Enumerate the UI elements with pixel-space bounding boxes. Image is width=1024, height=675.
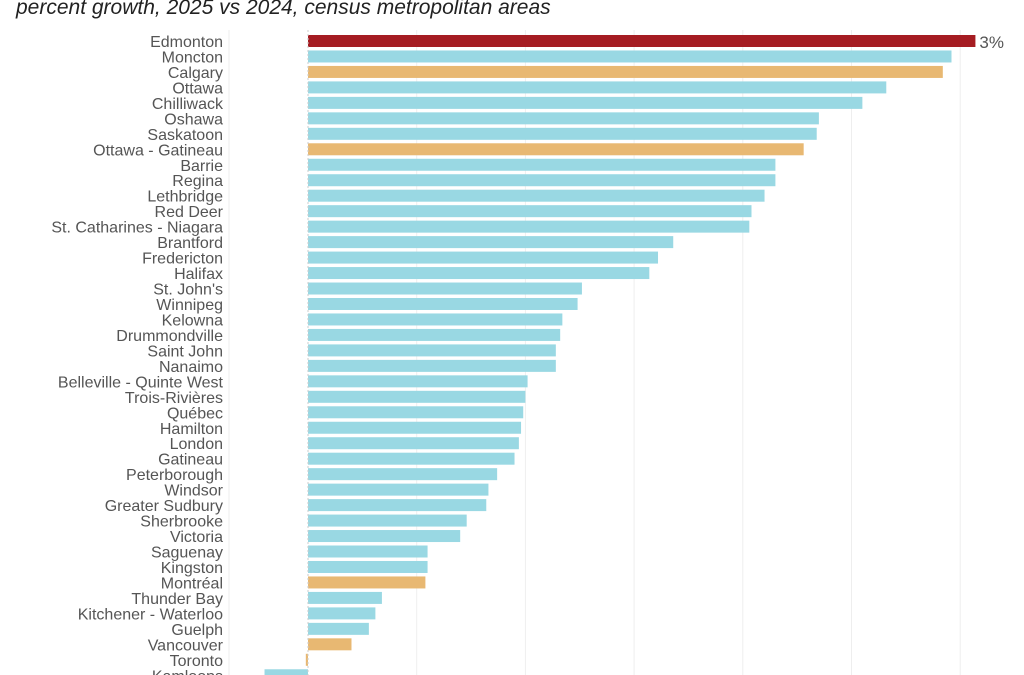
category-label: St. John's (153, 282, 223, 299)
bar (308, 127, 817, 140)
category-label: Regina (172, 173, 223, 190)
bar (308, 189, 765, 202)
category-label: Thunder Bay (131, 591, 223, 608)
bar (308, 112, 819, 125)
bar (308, 143, 804, 156)
bar (308, 174, 776, 187)
bar (308, 560, 428, 573)
bar (308, 622, 369, 635)
bar (308, 452, 515, 465)
bar (308, 483, 489, 496)
bar (308, 236, 674, 249)
data-label: 3% (979, 33, 1004, 52)
category-label: Chilliwack (152, 96, 224, 113)
category-label: Drummondville (116, 328, 223, 345)
bar (308, 530, 461, 543)
bar (308, 514, 467, 527)
category-label: Victoria (170, 529, 223, 546)
category-label: Lethbridge (147, 189, 223, 206)
category-label: Kelowna (162, 312, 223, 329)
category-label: Winnipeg (156, 297, 223, 314)
category-label: Red Deer (155, 204, 224, 221)
category-label: Gatineau (158, 452, 223, 469)
bar (308, 81, 887, 94)
category-label: Montréal (161, 575, 223, 592)
bar (264, 669, 308, 675)
category-label: Barrie (180, 158, 223, 175)
bar (308, 282, 582, 295)
chart-title: percent growth, 2025 vs 2024, census met… (16, 0, 551, 19)
bar (308, 65, 943, 78)
bar (308, 313, 563, 326)
bar (308, 421, 522, 434)
category-label: Peterborough (126, 467, 223, 484)
bar (308, 437, 519, 450)
category-label: Ottawa - Gatineau (93, 142, 223, 159)
category-label: Fredericton (142, 251, 223, 268)
bar (308, 328, 561, 341)
category-label: Ottawa (172, 80, 223, 97)
category-label: Oshawa (164, 111, 223, 128)
category-label: London (170, 436, 223, 453)
bar (305, 653, 308, 666)
bar (308, 344, 556, 357)
category-label: Nanaimo (159, 359, 223, 376)
bar (308, 406, 524, 419)
bar (308, 297, 578, 310)
category-label: Saskatoon (147, 127, 223, 144)
category-label: Sherbrooke (140, 514, 223, 531)
category-label: Moncton (162, 49, 223, 66)
category-label: Kitchener - Waterloo (78, 606, 223, 623)
bar (308, 267, 650, 280)
bar (308, 545, 428, 558)
category-label: Brantford (157, 235, 223, 252)
category-label: Edmonton (150, 34, 223, 51)
bar (308, 251, 659, 264)
bar (308, 591, 382, 604)
bar (308, 158, 776, 171)
category-label: St. Catharines - Niagara (51, 220, 223, 237)
bar (308, 375, 528, 388)
category-label: Halifax (174, 266, 223, 283)
category-label: Saint John (147, 343, 223, 360)
bar (308, 468, 498, 481)
bar (308, 205, 752, 218)
bar (308, 359, 556, 372)
category-label: Québec (167, 405, 223, 422)
category-label: Calgary (168, 65, 223, 82)
category-label: Toronto (170, 653, 223, 670)
bar (308, 390, 526, 403)
category-label: Belleville - Quinte West (58, 374, 224, 391)
bar (308, 50, 952, 63)
bar (308, 576, 426, 589)
bar (308, 35, 976, 47)
bar (308, 607, 376, 620)
category-label: Kamloops (152, 668, 223, 675)
category-label: Hamilton (160, 421, 223, 438)
bar (308, 96, 863, 109)
category-label: Guelph (171, 622, 223, 639)
category-label: Greater Sudbury (105, 498, 223, 515)
bar (308, 499, 487, 512)
bar (308, 220, 750, 233)
category-label: Vancouver (148, 637, 224, 654)
category-label: Trois-Rivières (125, 390, 223, 407)
category-label: Saguenay (151, 545, 223, 562)
category-label: Windsor (164, 483, 223, 500)
bar (308, 638, 352, 651)
category-label: Kingston (161, 560, 223, 577)
